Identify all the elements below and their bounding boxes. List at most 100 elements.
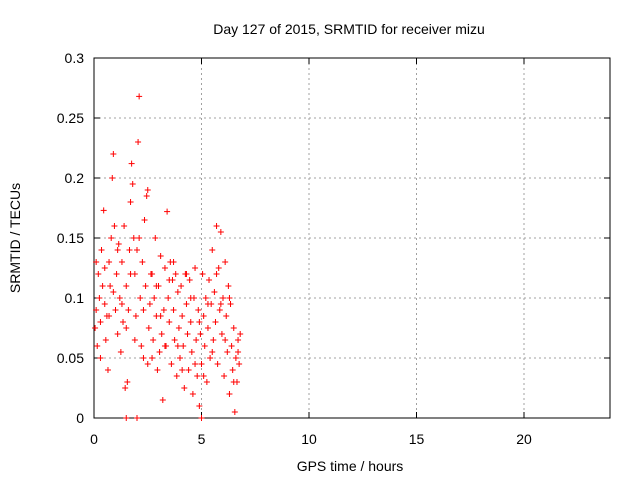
data-point <box>108 235 115 241</box>
data-point <box>217 301 224 307</box>
data-point <box>197 331 204 337</box>
data-point <box>95 271 102 277</box>
data-point <box>140 355 147 361</box>
data-point <box>203 379 210 385</box>
data-point <box>178 283 185 289</box>
data-point <box>194 373 201 379</box>
data-point <box>183 301 190 307</box>
data-point <box>138 343 145 349</box>
data-point <box>93 259 100 265</box>
data-point <box>192 265 199 271</box>
data-point <box>135 139 142 145</box>
data-point <box>136 93 143 100</box>
data-point <box>161 343 168 349</box>
data-point <box>199 271 206 277</box>
data-point <box>144 361 151 367</box>
data-point <box>235 337 242 343</box>
data-point <box>172 271 179 277</box>
data-point <box>127 271 134 277</box>
data-point <box>104 367 111 373</box>
data-point <box>94 343 101 349</box>
data-point <box>188 349 195 355</box>
data-point <box>123 325 130 331</box>
y-tick-label: 0.3 <box>65 50 85 66</box>
data-point <box>232 355 239 361</box>
data-point <box>114 331 121 337</box>
data-point <box>142 283 149 289</box>
data-point <box>125 307 132 313</box>
data-point <box>181 385 188 391</box>
data-point <box>106 313 113 319</box>
data-point <box>209 349 216 355</box>
y-tick-label: 0.2 <box>65 170 85 186</box>
data-point <box>111 223 118 229</box>
x-tick-label: 10 <box>301 431 317 447</box>
data-point <box>150 337 157 343</box>
y-axis-label: SRMTID / TECUs <box>7 183 23 293</box>
data-point <box>198 415 205 421</box>
data-point <box>187 295 194 301</box>
y-tick-label: 0.05 <box>57 350 84 366</box>
data-point <box>132 313 139 319</box>
data-point <box>186 277 193 283</box>
data-point <box>106 259 113 265</box>
data-point <box>187 319 194 325</box>
data-point <box>165 295 172 301</box>
data-point <box>204 325 211 331</box>
data-point <box>174 289 181 295</box>
data-point <box>201 343 208 349</box>
data-point <box>216 307 223 313</box>
data-point <box>140 307 147 313</box>
data-point <box>121 223 128 229</box>
data-point <box>217 229 224 235</box>
data-point <box>170 259 177 265</box>
data-point <box>118 301 125 307</box>
data-point <box>158 331 165 337</box>
data-point <box>107 283 114 289</box>
data-point <box>168 361 175 367</box>
data-point <box>177 355 183 361</box>
data-point <box>102 337 109 343</box>
data-point <box>175 325 182 331</box>
data-points <box>92 93 244 421</box>
data-point <box>113 271 120 277</box>
data-point <box>211 289 218 295</box>
data-point <box>115 241 122 247</box>
x-axis-label: GPS time / hours <box>297 458 404 474</box>
data-point <box>120 319 127 325</box>
data-point <box>179 367 186 373</box>
x-tick-label: 0 <box>90 431 98 447</box>
data-point <box>101 265 108 271</box>
x-tick-label: 15 <box>409 431 425 447</box>
data-point <box>229 367 236 373</box>
data-point <box>220 295 226 301</box>
data-point <box>222 259 229 265</box>
data-point <box>149 271 156 277</box>
data-point <box>139 259 146 265</box>
data-point <box>157 253 164 259</box>
data-point <box>226 391 233 397</box>
data-point <box>215 265 222 271</box>
data-point <box>159 397 166 403</box>
data-point <box>123 415 130 421</box>
data-point <box>131 337 138 343</box>
y-tick-label: 0.1 <box>65 290 85 306</box>
data-point <box>237 331 244 337</box>
data-point <box>97 355 104 361</box>
data-point <box>230 379 237 385</box>
data-point <box>195 307 202 313</box>
data-point <box>198 361 205 367</box>
data-point <box>126 247 133 253</box>
data-point <box>96 295 103 301</box>
data-point <box>226 295 233 301</box>
data-point <box>156 349 163 355</box>
data-point <box>200 313 207 319</box>
data-point <box>189 391 196 397</box>
y-tick-label: 0.15 <box>57 230 84 246</box>
data-point <box>228 343 235 349</box>
grid-lines <box>94 58 610 418</box>
data-point <box>128 160 135 167</box>
data-point <box>130 235 137 241</box>
data-point <box>134 247 140 253</box>
